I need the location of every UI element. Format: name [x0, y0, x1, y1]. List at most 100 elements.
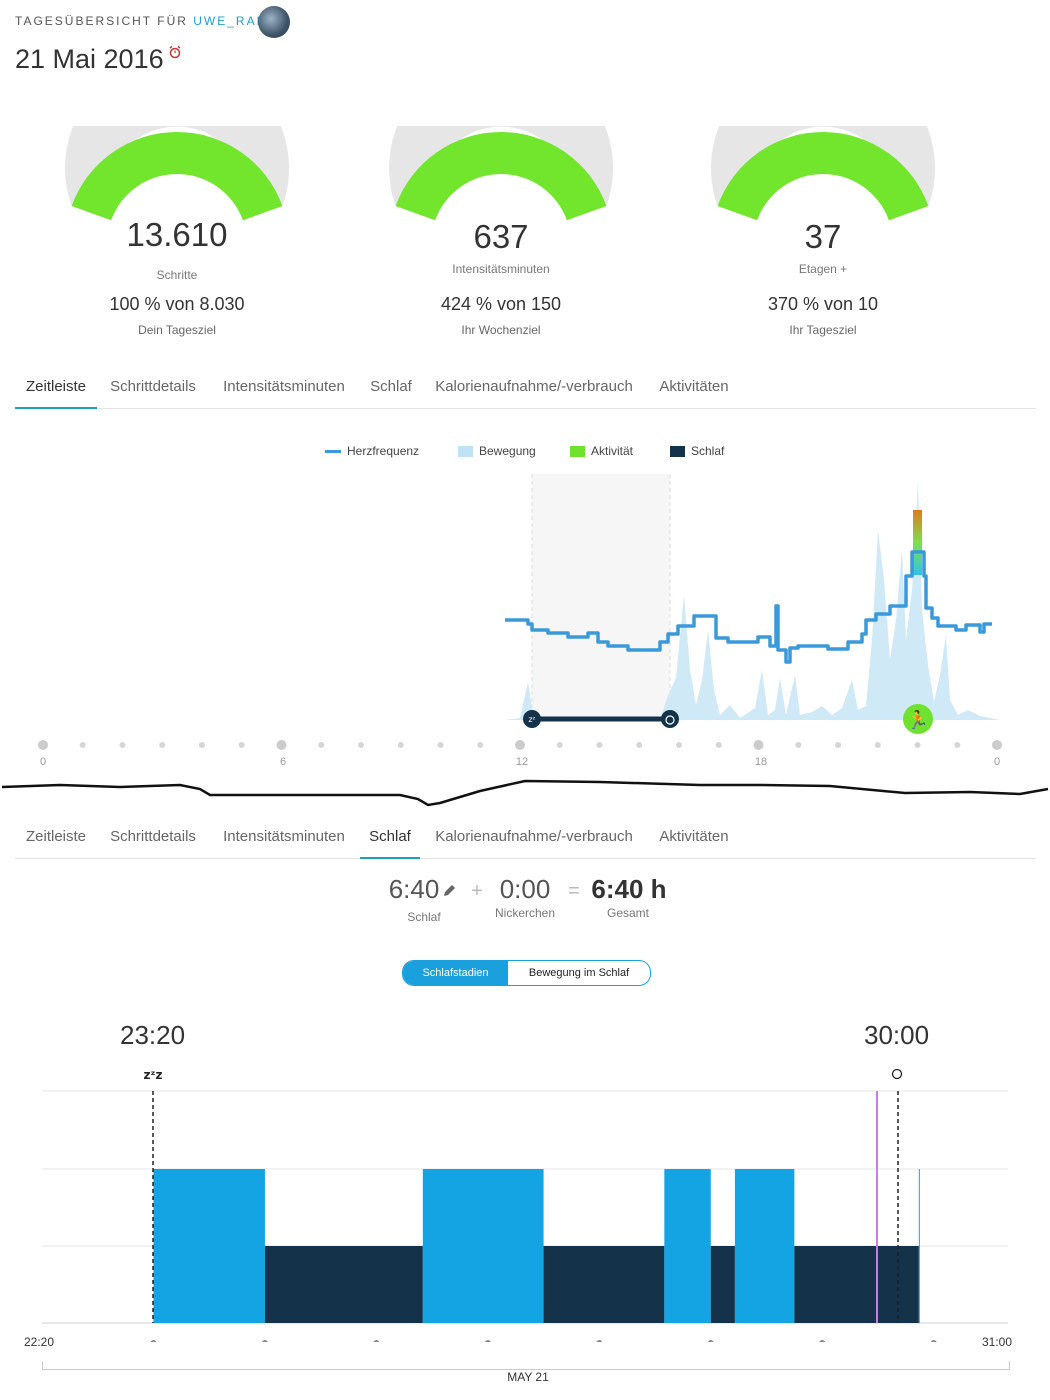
alarm-icon-face — [665, 715, 675, 725]
gauge-label: Etagen + — [798, 262, 848, 276]
axis-tick-dot — [954, 742, 961, 748]
sleep-start-time: 23:20 — [120, 1020, 186, 1050]
gauge-fill — [395, 131, 607, 221]
axis-hour-dot — [819, 1340, 826, 1342]
tab-aktivitaeten[interactable]: Aktivitäten — [659, 828, 729, 845]
axis-tick-dot — [397, 742, 404, 748]
sleep-label: Schlaf — [407, 910, 441, 924]
page-title: 21 Mai 2016 — [15, 44, 164, 74]
sleep-segment-deep — [794, 1246, 919, 1323]
axis-tick-dot — [318, 742, 325, 748]
gauge-percent: 370 % von 10 — [767, 294, 879, 314]
tab-kalorien[interactable]: Kalorienaufnahme/-verbrauch — [435, 378, 633, 395]
tab-schrittdetails[interactable]: Schrittdetails — [110, 378, 196, 395]
tab-kalorien[interactable]: Kalorienaufnahme/-verbrauch — [435, 828, 633, 845]
sleep-segment-deep — [710, 1246, 735, 1323]
legend-label: Schlaf — [691, 444, 725, 458]
tab-zeitleiste[interactable]: Zeitleiste — [25, 828, 87, 845]
tab-schlaf[interactable]: Schlaf — [370, 378, 412, 395]
axis-tick-dot — [276, 740, 287, 750]
axis-end-label: 31:00 — [982, 1335, 1013, 1349]
tab-aktivitaeten[interactable]: Aktivitäten — [659, 378, 729, 395]
axis-tick-dot — [556, 742, 563, 748]
plus-sign: + — [471, 880, 483, 902]
overview-label: TAGESÜBERSICHT FÜR — [15, 14, 188, 28]
axis-tick-dot — [795, 742, 802, 748]
movement-area — [505, 482, 1000, 720]
pencil-shape — [444, 885, 455, 896]
axis-tick-dot — [79, 742, 86, 748]
gauge-percent: 424 % von 150 — [440, 294, 562, 314]
axis-label-24: 0 — [993, 756, 1001, 768]
gauge-goal: Ihr Tagesziel — [789, 323, 857, 337]
axis-label-6: 6 — [279, 756, 287, 768]
axis-hour-dot — [150, 1340, 157, 1342]
axis-tick-dot — [515, 740, 525, 750]
pencil-icon[interactable] — [442, 884, 456, 898]
axis-tick-dot — [358, 742, 364, 748]
tab-schrittdetails[interactable]: Schrittdetails — [110, 828, 196, 845]
legend-swatch — [670, 446, 685, 458]
heart-rate-line — [505, 550, 992, 664]
sleep-view-toggle: Schlafstadien Bewegung im Schlaf — [402, 960, 651, 986]
axis-tick-dot — [874, 742, 881, 748]
axis-label-18: 18 — [754, 756, 768, 768]
legend-label: Aktivität — [591, 444, 634, 458]
tab-schlaf[interactable]: Schlaf — [360, 824, 420, 859]
legend-label: Herzfrequenz — [347, 444, 420, 458]
tab-intensitaetsminuten[interactable]: Intensitätsminuten — [223, 828, 345, 845]
axis-tick-dot — [159, 742, 166, 748]
axis-start-label: 22:20 — [24, 1335, 55, 1349]
toggle-sleep-stages[interactable]: Schlafstadien — [403, 961, 508, 985]
legend-swatch — [570, 446, 585, 458]
timeline-axis-dots — [38, 740, 1002, 750]
axis-hour-dot — [930, 1340, 937, 1342]
gauge-0 — [65, 126, 289, 221]
timeline-chart: zᶻ 🏃 — [38, 474, 1002, 750]
tab-zeitleiste[interactable]: Zeitleiste — [15, 374, 97, 409]
toggle-sleep-movement[interactable]: Bewegung im Schlaf — [528, 967, 630, 979]
axis-hour-dot — [596, 1340, 603, 1342]
axis-hour-dot — [485, 1340, 491, 1342]
axis-hour-dot — [373, 1340, 380, 1342]
zzz-icon-glyph: zᶻ — [528, 715, 535, 724]
activity-bar — [913, 510, 922, 575]
axis-tick-dot — [199, 742, 205, 748]
alarm-icon — [891, 1068, 903, 1080]
tab-bar-timeline: Zeitleiste Schrittdetails Intensitätsmin… — [15, 374, 1036, 409]
equals-sign: = — [568, 880, 580, 902]
sleep-segment-light — [734, 1169, 795, 1323]
legend-movement: Bewegung — [458, 444, 536, 458]
legend-heart-rate: Herzfrequenz — [325, 444, 419, 458]
sleep-segment-deep — [543, 1246, 665, 1323]
username-link[interactable]: UWE_RAD — [193, 14, 268, 28]
axis-tick-dot — [38, 740, 48, 750]
running-icon[interactable] — [903, 704, 933, 734]
tab-bar-sleep: Zeitleiste Schrittdetails Intensitätsmin… — [15, 824, 1036, 859]
gauge-fill — [717, 131, 929, 221]
axis-label-0: 0 — [39, 756, 47, 768]
legend-activity: Aktivität — [570, 444, 633, 458]
zzz-icon: zᶻz — [144, 1068, 163, 1082]
axis-tick-dot — [753, 740, 764, 750]
gauge-goal: Ihr Wochenziel — [461, 323, 541, 337]
sleep-segment-light — [153, 1169, 265, 1323]
alarm-icon[interactable] — [661, 710, 679, 728]
axis-hour-dot — [262, 1340, 268, 1342]
axis-label-12: 12 — [515, 756, 529, 768]
sleep-axis-dots — [150, 1340, 937, 1342]
legend-swatch — [458, 446, 473, 458]
screenshot-seam — [1, 779, 1049, 807]
sleep-date-label: MAY 21 — [507, 1370, 549, 1384]
sleep-shade — [532, 474, 670, 720]
axis-tick-dot — [437, 742, 444, 748]
gauge-percent: 100 % von 8.030 — [109, 294, 245, 314]
tab-intensitaetsminuten[interactable]: Intensitätsminuten — [223, 378, 345, 395]
sleep-segment-deep — [264, 1246, 423, 1323]
legend-label: Bewegung — [479, 444, 536, 458]
zzz-icon[interactable] — [523, 710, 541, 728]
axis-tick-dot — [596, 742, 603, 748]
gauge-2 — [711, 126, 935, 221]
avatar[interactable] — [258, 6, 290, 38]
legend-sleep: Schlaf — [670, 444, 724, 458]
